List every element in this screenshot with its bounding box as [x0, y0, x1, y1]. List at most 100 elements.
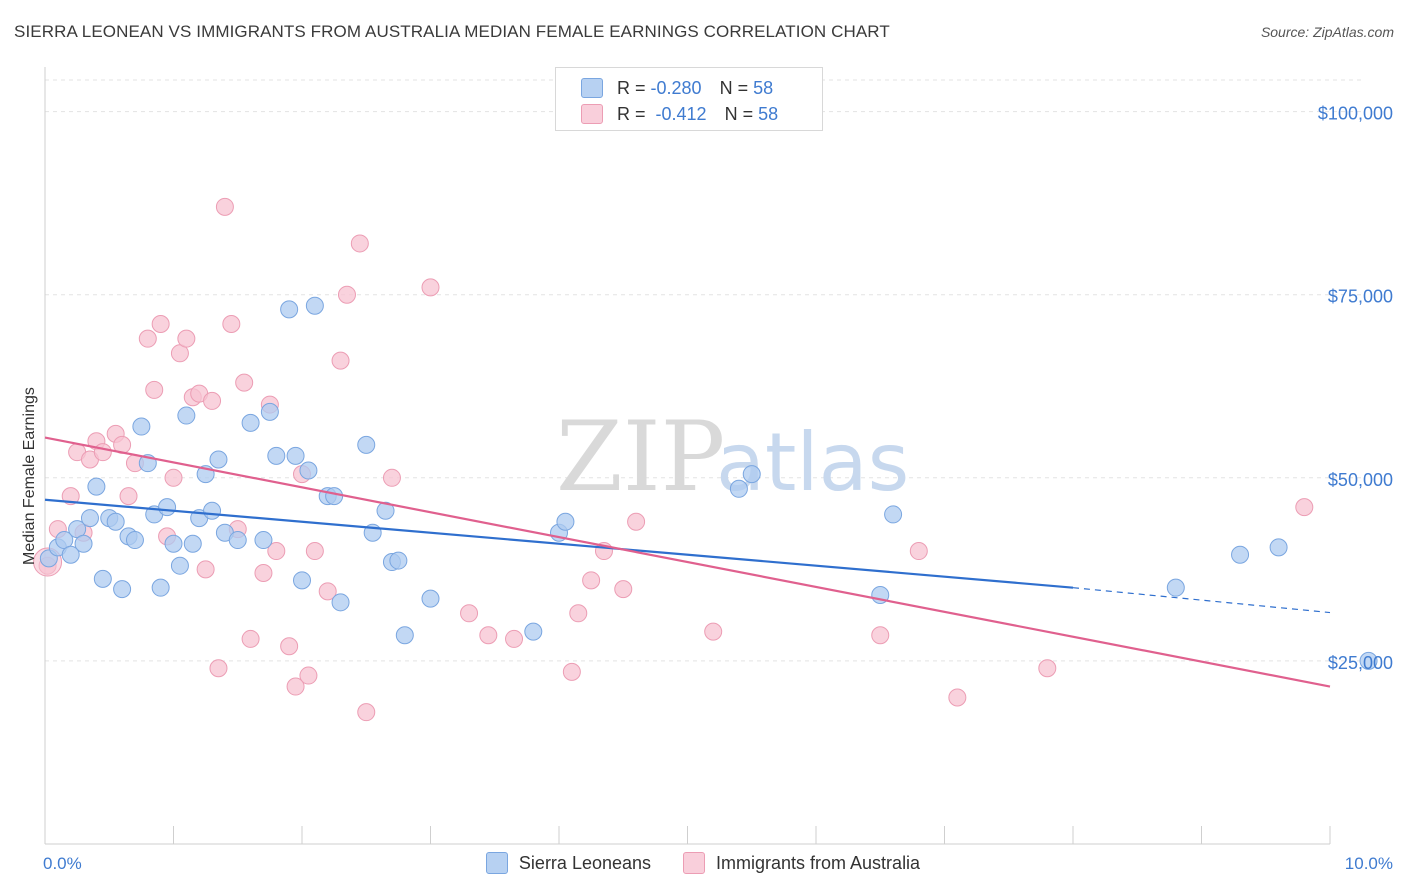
pink-point: [222, 315, 241, 334]
pink-point: [203, 391, 222, 410]
blue-point: [884, 505, 903, 524]
tick-labels: $25,000 $50,000 $75,000 $100,000 0.0% 10.0%: [43, 104, 1393, 873]
blue-point: [254, 531, 273, 550]
blue-point: [389, 551, 408, 570]
pink-point: [357, 703, 376, 722]
y-tick-label: $25,000: [1328, 653, 1393, 673]
legend-label: Immigrants from Australia: [716, 852, 921, 873]
blue-point: [74, 534, 93, 553]
blue-point: [164, 534, 183, 553]
pink-point: [235, 373, 254, 392]
blue-point: [729, 479, 748, 498]
blue-point: [125, 531, 144, 550]
blue-point: [203, 501, 222, 520]
legend-label: Sierra Leoneans: [518, 852, 652, 873]
blue-point: [113, 580, 132, 599]
pink-point: [909, 542, 928, 561]
pink-point: [382, 468, 401, 487]
source-label[interactable]: Source: ZipAtlas.com: [1260, 24, 1394, 40]
blue-point: [151, 578, 170, 597]
legend-row-sierra-leoneans: R = -0.280 N = 58: [581, 77, 773, 99]
blue-point: [80, 509, 99, 528]
correlation-legend: R = -0.280 N = 58 R = -0.412 N = 58: [555, 67, 823, 131]
pink-point: [61, 487, 80, 506]
pink-point: [505, 629, 524, 648]
watermark: ZIP atlas: [556, 401, 909, 513]
pink-point: [164, 468, 183, 487]
pink-point: [460, 604, 479, 623]
legend-item-sierra-leoneans[interactable]: Sierra Leoneans: [485, 852, 652, 874]
pink-point: [627, 512, 646, 531]
pink-point: [93, 443, 112, 462]
chart-title: SIERRA LEONEAN VS IMMIGRANTS FROM AUSTRA…: [14, 22, 890, 41]
r-value: -0.412: [650, 103, 707, 124]
blue-point: [395, 626, 414, 645]
blue-point: [286, 446, 305, 465]
blue-point: [1359, 651, 1378, 670]
pink-point: [331, 351, 350, 370]
blue-swatch: [485, 852, 508, 874]
y-tick-label: $100,000: [1318, 104, 1393, 124]
r-value: -0.280: [650, 77, 702, 98]
pink-point: [350, 234, 369, 253]
blue-point: [177, 406, 196, 425]
blue-point: [305, 296, 324, 315]
blue-point: [93, 569, 112, 588]
n-value: 58: [753, 77, 774, 98]
watermark-atlas: atlas: [716, 416, 909, 509]
pink-point: [562, 662, 581, 681]
blue-point: [556, 512, 575, 531]
blue-point: [106, 512, 125, 531]
n-label: N =: [719, 77, 749, 98]
pink-point: [948, 688, 967, 707]
pink-point: [286, 677, 305, 696]
n-label: N =: [724, 103, 754, 124]
blue-swatch: [581, 78, 603, 98]
legend-item-immigrants-from-australia[interactable]: Immigrants from Australia: [683, 852, 920, 874]
x-tick-label: 0.0%: [43, 854, 82, 873]
blue-point: [331, 593, 350, 612]
pink-point: [1295, 498, 1314, 517]
pink-point: [177, 329, 196, 348]
blue-point: [241, 413, 260, 432]
blue-point: [209, 450, 228, 469]
pink-swatch: [683, 852, 706, 874]
pink-point: [241, 629, 260, 648]
blue-point: [524, 622, 543, 641]
r-label: R =: [617, 77, 646, 98]
pink-point: [215, 197, 234, 216]
blue-point: [61, 545, 80, 564]
pink-point: [138, 329, 157, 348]
watermark-zip: ZIP: [556, 401, 725, 513]
blue-point: [1166, 578, 1185, 597]
y-tick-label: $50,000: [1328, 470, 1393, 490]
pink-point: [421, 278, 440, 297]
blue-point: [228, 531, 247, 550]
pink-point: [145, 380, 164, 399]
pink-point: [871, 626, 890, 645]
x-tick-label: 10.0%: [1345, 854, 1393, 873]
pink-point: [614, 580, 633, 599]
pink-point: [299, 666, 318, 685]
pink-point: [1038, 659, 1057, 678]
blue-point: [325, 487, 344, 506]
pink-point: [318, 582, 337, 601]
blue-point: [267, 446, 286, 465]
pink-point: [119, 487, 138, 506]
trend-extension-sierra-leoneans: [1072, 587, 1331, 614]
axes: [44, 67, 1331, 845]
blue-point: [1269, 538, 1288, 557]
trend-line-sierra-leoneans: [44, 498, 1074, 589]
trend-lines: [44, 436, 1331, 688]
pink-point: [704, 622, 723, 641]
blue-point: [421, 589, 440, 608]
series-legend: Sierra Leoneans Immigrants from Australi…: [0, 852, 1406, 874]
blue-point: [742, 465, 761, 484]
y-tick-label: $75,000: [1328, 287, 1393, 307]
pink-point: [305, 542, 324, 561]
n-value: 58: [758, 103, 779, 124]
pink-point: [254, 564, 273, 583]
blue-point: [183, 534, 202, 553]
blue-point: [158, 498, 177, 517]
